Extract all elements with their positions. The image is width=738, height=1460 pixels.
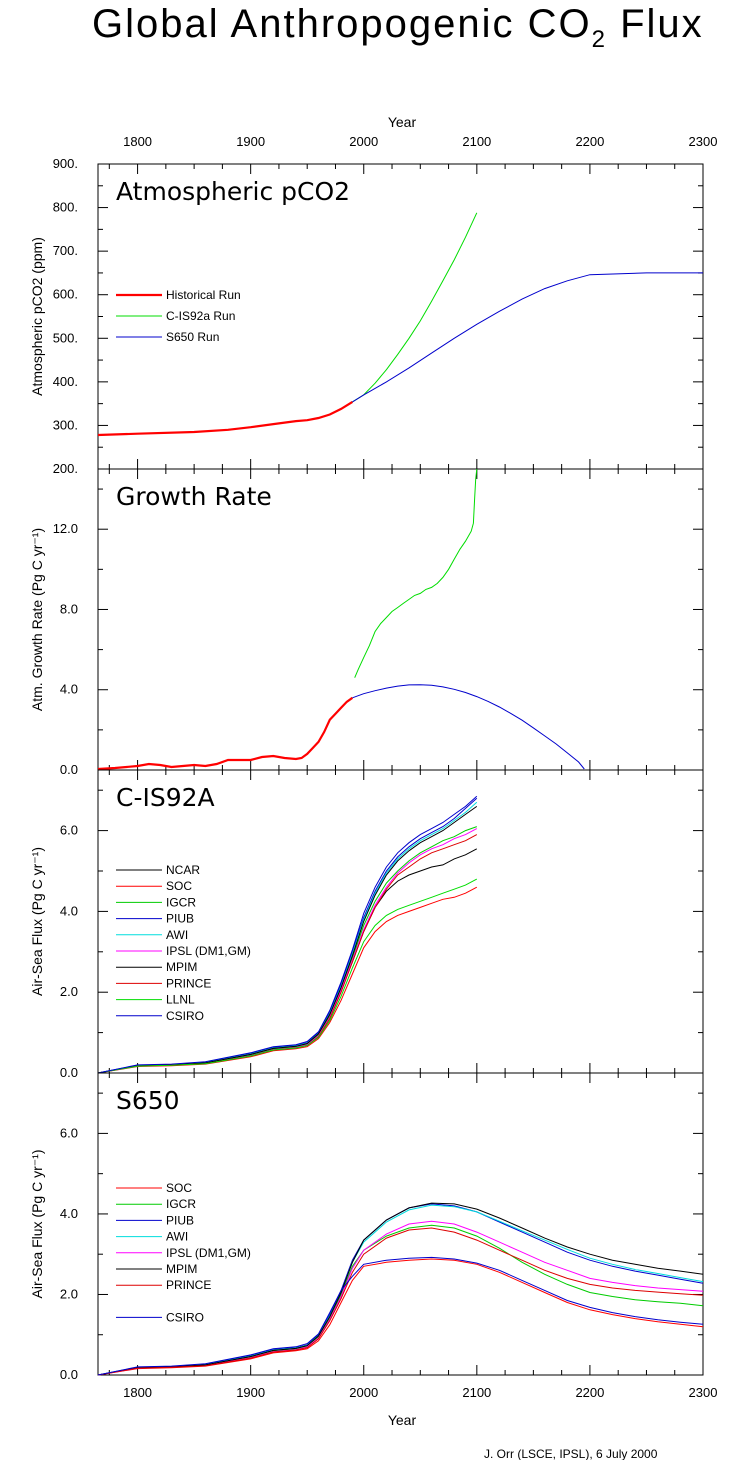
series-line-historical xyxy=(97,400,353,437)
x-axis-title-top: Year xyxy=(388,114,417,130)
legend-label: PIUB xyxy=(166,1213,194,1227)
legend-label: PIUB xyxy=(166,912,194,926)
y-tick-label: 2.0 xyxy=(60,1286,78,1301)
credit-line: J. Orr (LSCE, IPSL), 6 July 2000 xyxy=(484,1447,658,1460)
x-axis-title-bottom: Year xyxy=(388,1412,417,1428)
x-tick-label-top: 1900 xyxy=(236,134,265,149)
x-tick-label-bottom: 2000 xyxy=(349,1385,378,1400)
series-line-prince xyxy=(97,1227,704,1376)
x-tick-label-bottom: 1900 xyxy=(236,1385,265,1400)
legend-label: S650 Run xyxy=(166,330,219,344)
legend-label: SOC xyxy=(166,879,192,893)
legend-label: LLNL xyxy=(166,993,195,1007)
y-tick-label: 500. xyxy=(53,330,78,345)
panel-title: Growth Rate xyxy=(116,482,272,511)
series-line-s650 xyxy=(352,272,703,403)
legend-label: C-IS92a Run xyxy=(166,309,235,323)
x-tick-label-top: 2200 xyxy=(575,134,604,149)
series-line-historical xyxy=(97,696,354,771)
panel-4 xyxy=(97,1072,704,1376)
y-tick-label: 4.0 xyxy=(60,1206,78,1221)
series-line-igcr xyxy=(97,826,477,1074)
legend-label: PRINCE xyxy=(166,976,211,990)
y-tick-label: 900. xyxy=(53,156,78,171)
x-tick-label-top: 2100 xyxy=(462,134,491,149)
x-tick-label-bottom: 2300 xyxy=(689,1385,718,1400)
y-tick-label: 12.0 xyxy=(53,521,78,536)
series-line-llnl xyxy=(97,878,478,1074)
x-tick-label-top: 1800 xyxy=(123,134,152,149)
y-tick-label: 2.0 xyxy=(60,984,78,999)
y-tick-label: 6.0 xyxy=(60,823,78,838)
y-axis-title: Air-Sea Flux (Pg C yr⁻¹) xyxy=(29,1150,45,1299)
y-axis-title: Atm. Growth Rate (Pg C yr⁻¹) xyxy=(29,528,45,711)
series-line-soc xyxy=(97,1258,704,1376)
y-tick-label: 8.0 xyxy=(60,601,78,616)
y-tick-label: 700. xyxy=(53,243,78,258)
y-tick-label: 400. xyxy=(53,374,78,389)
panel-title: C-IS92A xyxy=(116,783,215,812)
title-suffix: Flux xyxy=(606,2,704,46)
series-line-cis92a xyxy=(352,212,478,403)
chart-main-title: Global Anthropogenic CO2 Flux xyxy=(92,2,704,53)
legend-label: IPSL (DM1,GM) xyxy=(166,1246,251,1260)
legend-label: MPIM xyxy=(166,1262,197,1276)
y-tick-label: 4.0 xyxy=(60,682,78,697)
series-line-mpim xyxy=(97,1202,704,1376)
y-axis-title: Air-Sea Flux (Pg C yr⁻¹) xyxy=(29,847,45,996)
legend-label: CSIRO xyxy=(166,1009,204,1023)
y-tick-label: 0.0 xyxy=(60,1367,78,1382)
plot-frame xyxy=(97,468,704,771)
legend-label: IPSL (DM1,GM) xyxy=(166,944,251,958)
x-tick-label-top: 2300 xyxy=(689,134,718,149)
x-tick-label-bottom: 1800 xyxy=(123,1385,152,1400)
title-text: Global Anthropogenic CO xyxy=(92,2,592,46)
legend-label: Historical Run xyxy=(166,288,241,302)
series-line-cis92a xyxy=(354,468,478,678)
x-tick-label-bottom: 2100 xyxy=(462,1385,491,1400)
series-line-csiro xyxy=(97,1256,704,1376)
y-tick-label: 300. xyxy=(53,417,78,432)
x-tick-label-top: 2000 xyxy=(349,134,378,149)
series-line-ncar xyxy=(97,848,478,1074)
legend-label: SOC xyxy=(166,1181,192,1195)
y-tick-label: 6.0 xyxy=(60,1125,78,1140)
y-tick-label: 0.0 xyxy=(60,762,78,777)
series-line-piub xyxy=(97,797,478,1074)
series-line-ipsl xyxy=(97,1220,704,1376)
y-tick-label: 800. xyxy=(53,200,78,215)
series-line-csiro xyxy=(97,795,478,1074)
legend-label: CSIRO xyxy=(166,1310,204,1324)
panel-title: Atmospheric pCO2 xyxy=(116,177,350,206)
x-tick-label-bottom: 2200 xyxy=(575,1385,604,1400)
legend-label: AWI xyxy=(166,928,188,942)
legend-label: PRINCE xyxy=(166,1278,211,1292)
y-tick-label: 4.0 xyxy=(60,903,78,918)
legend-label: AWI xyxy=(166,1230,188,1244)
series-line-soc xyxy=(97,886,478,1074)
title-subscript: 2 xyxy=(591,26,607,53)
y-tick-label: 0.0 xyxy=(60,1065,78,1080)
panel-2 xyxy=(97,468,704,771)
series-line-s650 xyxy=(352,684,585,770)
y-tick-label: 600. xyxy=(53,287,78,302)
y-axis-title: Atmospheric pCO2 (ppm) xyxy=(29,237,45,396)
legend-label: IGCR xyxy=(166,895,196,909)
plot-frame xyxy=(97,1072,704,1376)
series-line-mpim xyxy=(97,805,478,1074)
legend-label: NCAR xyxy=(166,863,200,877)
y-tick-label: 200. xyxy=(53,461,78,476)
panel-title: S650 xyxy=(116,1086,180,1115)
legend-label: IGCR xyxy=(166,1197,196,1211)
legend-label: MPIM xyxy=(166,960,197,974)
